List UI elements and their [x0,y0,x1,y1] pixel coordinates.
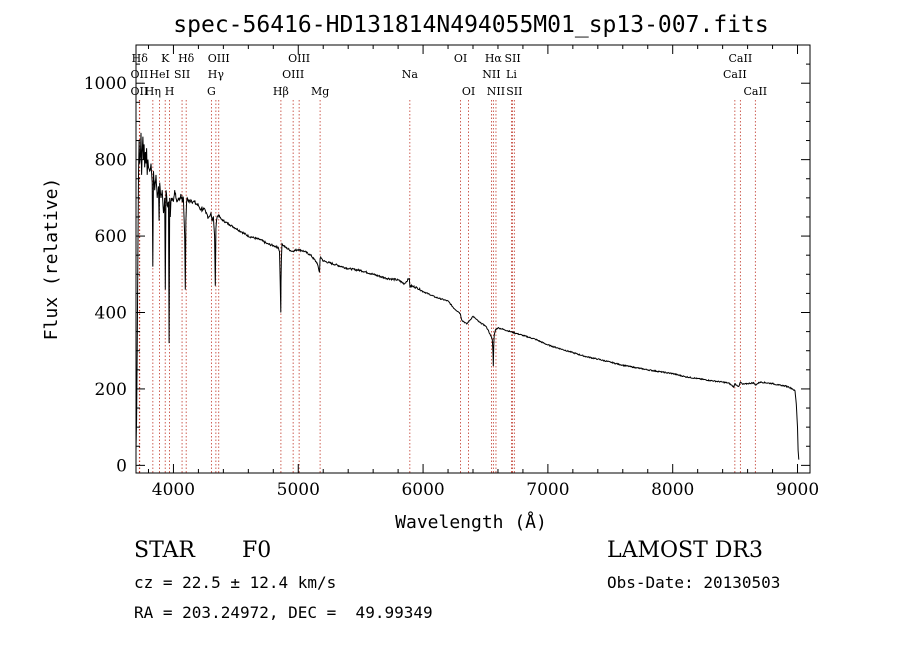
x-tick-label: 9000 [776,480,819,500]
line-marker-label: Mg [311,85,329,98]
line-marker-label: OIII [288,52,310,65]
chart-title: spec-56416-HD131814N494055M01_sp13-007.f… [173,12,768,38]
line-marker-label: OI [454,52,467,65]
x-axis-label: Wavelength (Å) [395,511,547,533]
line-marker-label: SII [506,85,522,98]
x-tick-label: 5000 [277,480,320,500]
line-marker-label: OII [131,85,149,98]
x-tick-label: 6000 [401,480,444,500]
line-marker-label: OIII [282,68,304,81]
line-marker-label: Na [402,68,419,81]
line-marker-label: SII [174,68,190,81]
line-marker-label: G [207,85,216,98]
line-marker-label: NII [487,85,505,98]
x-tick-label: 7000 [526,480,569,500]
y-tick-label: 400 [95,304,127,324]
y-tick-label: 1000 [84,74,127,94]
y-axis-label: Flux (relative) [41,178,62,341]
line-marker-label: CaII [729,52,753,65]
line-marker-label: OII [131,68,149,81]
survey-name: LAMOST DR3 [607,538,763,563]
line-marker-label: K [161,52,170,65]
line-marker-label: CaII [723,68,747,81]
line-marker-label: NII [482,68,500,81]
line-marker-label: Hβ [273,85,289,98]
redshift-readout: cz = 22.5 ± 12.4 km/s [134,573,337,592]
line-marker-label: Hδ [178,52,195,65]
object-class: STAR [134,538,195,563]
spectrum-series [135,132,800,460]
plot-frame [135,44,811,474]
y-tick-label: 200 [95,380,127,400]
line-marker-label: H [165,85,175,98]
line-markers: Hδ OII OII K HeI Hη SII H Hδ OIII Hγ G OIII OIII Hβ Mg N… [131,52,767,473]
y-tick-label: 600 [95,227,127,247]
line-marker-label: Hδ [132,52,149,65]
x-tick-label: 8000 [651,480,694,500]
y-tick-label: 800 [95,151,127,171]
line-marker-label: OI [462,85,475,98]
obs-date: Obs-Date: 20130503 [607,573,781,592]
line-marker-label: Li [506,68,517,81]
line-marker-label: SII [504,52,520,65]
y-tick-label: 0 [116,456,127,476]
line-marker-label: Hη [145,85,161,98]
object-subclass: F0 [242,538,272,563]
axes: 4000 5000 6000 7000 8000 9000 0 200 400 600 800 100… [84,45,819,500]
line-marker-label: Hγ [208,68,225,81]
x-tick-label: 4000 [152,480,195,500]
line-marker-label: HeI [149,68,169,81]
line-marker-label: OIII [208,52,230,65]
line-marker-label: Hα [485,52,503,65]
line-marker-label: CaII [743,85,767,98]
coordinates: RA = 203.24972, DEC = 49.99349 [134,603,433,622]
spectrum-line [135,132,800,460]
